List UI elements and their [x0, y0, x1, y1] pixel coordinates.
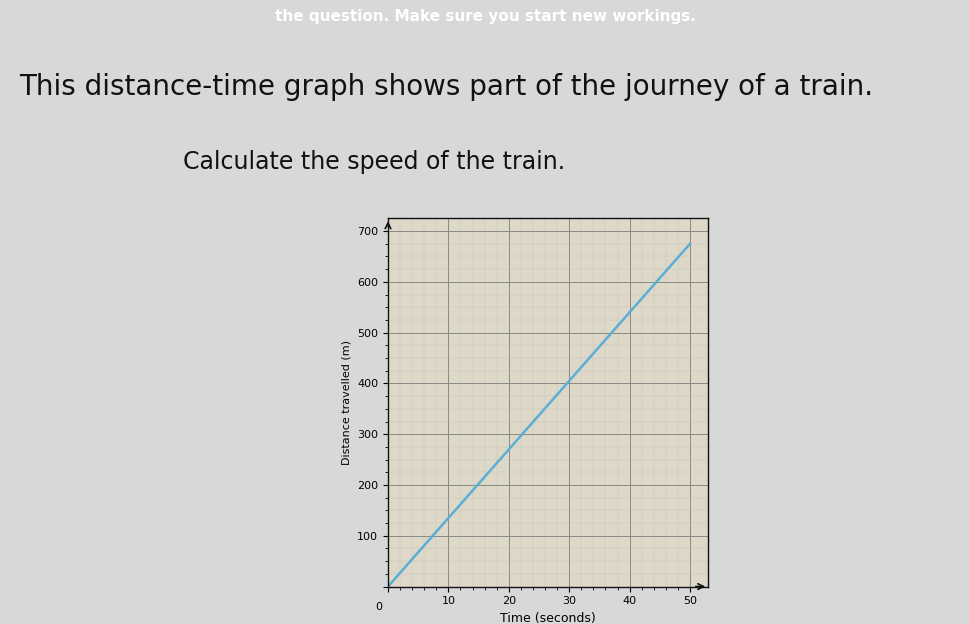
Text: 0: 0: [375, 602, 382, 612]
Text: the question. Make sure you start new workings.: the question. Make sure you start new wo…: [274, 9, 695, 24]
X-axis label: Time (seconds): Time (seconds): [500, 612, 595, 624]
Text: This distance-time graph shows part of the journey of a train.: This distance-time graph shows part of t…: [19, 74, 872, 101]
Text: Calculate the speed of the train.: Calculate the speed of the train.: [182, 150, 564, 174]
Y-axis label: Distance travelled (m): Distance travelled (m): [341, 340, 351, 465]
